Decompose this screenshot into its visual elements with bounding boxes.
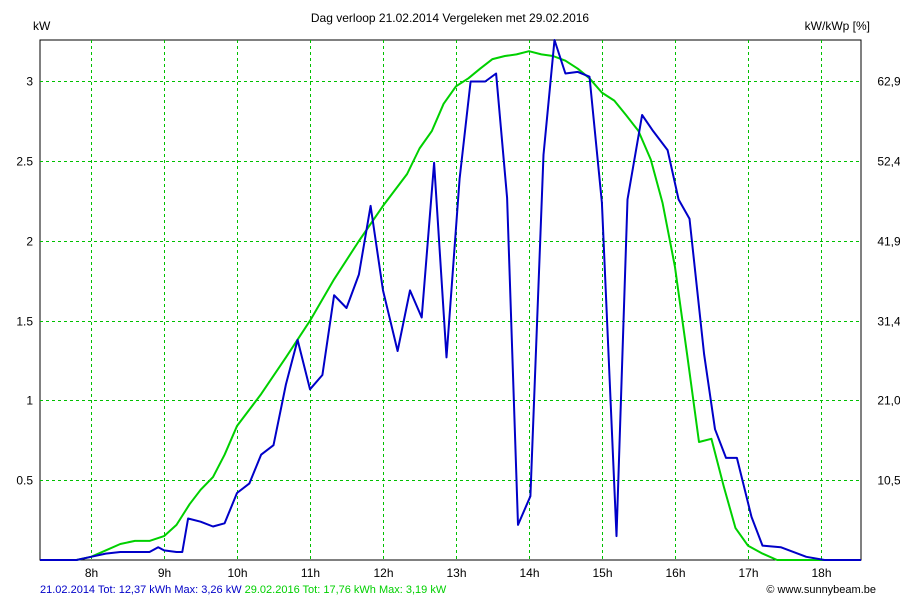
y-tick-label: 2.5: [16, 155, 33, 169]
legend-series-2: 29.02.2016 Tot: 17,76 kWh Max: 3,19 kW: [244, 584, 447, 596]
x-tick-label: 17h: [738, 566, 758, 580]
x-tick-label: 9h: [158, 566, 171, 580]
x-tick-label: 12h: [373, 566, 393, 580]
y2-tick-label: 31,4: [877, 315, 900, 329]
y-tick-label: 0.5: [16, 474, 33, 488]
x-tick-label: 16h: [665, 566, 685, 580]
series-layer: [40, 39, 861, 561]
x-tick-label: 10h: [227, 566, 247, 580]
y2-tick-label: 10,5: [877, 474, 900, 488]
y-axis-right-unit: kW/kWp [%]: [804, 19, 870, 33]
y2-tick-label: 41,9: [877, 235, 900, 249]
x-tick-label: 13h: [446, 566, 466, 580]
y2-tick-label: 52,4: [877, 155, 900, 169]
axis-ticks: 8h 9h 10h 11h 12h 13h 14h 15h 16h 17h 18h 0.5 10,5 1 2…: [16, 75, 900, 581]
x-tick-label: 14h: [519, 566, 539, 580]
y2-tick-label: 62,9: [877, 75, 900, 89]
series-line: [40, 39, 861, 561]
y2-tick-label: 21,0: [877, 394, 900, 408]
legend-series-1: 21.02.2014 Tot: 12,37 kWh Max: 3,26 kW: [40, 584, 242, 596]
x-tick-label: 15h: [592, 566, 612, 580]
x-tick-label: 18h: [811, 566, 831, 580]
credit-text: © www.sunnybeam.be: [766, 584, 876, 596]
y-tick-label: 1: [26, 394, 33, 408]
y-tick-label: 3: [26, 75, 33, 89]
x-tick-label: 8h: [85, 566, 98, 580]
y-tick-label: 1.5: [16, 315, 33, 329]
series-line: [40, 50, 861, 561]
grid-lines: [40, 40, 861, 560]
chart-title: Dag verloop 21.02.2014 Vergeleken met 29…: [310, 11, 590, 25]
footer-legend: 21.02.2014 Tot: 12,37 kWh Max: 3,26 kW 2…: [40, 583, 446, 597]
x-tick-label: 11h: [301, 566, 320, 580]
y-axis-left-unit: kW: [33, 19, 51, 33]
y-tick-label: 2: [26, 235, 33, 249]
